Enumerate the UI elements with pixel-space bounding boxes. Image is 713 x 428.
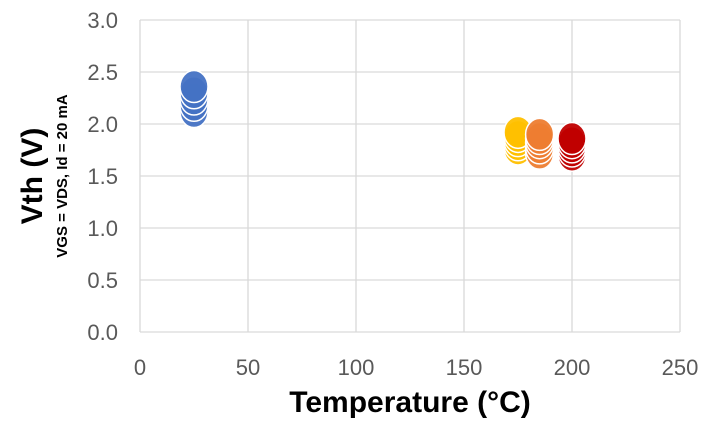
series-200-c [557, 121, 587, 172]
data-points [179, 69, 587, 172]
y-tick-label: 1.0 [87, 216, 118, 241]
y-axis-sublabel: VGS = VDS, Id = 20 mA [54, 94, 71, 258]
y-tick-label: 2.5 [87, 60, 118, 85]
series-25-c [179, 69, 209, 129]
x-tick-label: 50 [236, 355, 260, 380]
y-tick-labels: 0.0 0.5 1.0 1.5 2.0 2.5 3.0 [87, 8, 118, 345]
x-tick-label: 0 [134, 355, 146, 380]
x-tick-labels: 0 50 100 150 200 250 [134, 355, 698, 380]
series-185-c [524, 117, 555, 170]
x-tick-label: 150 [446, 355, 483, 380]
y-tick-label: 0.0 [87, 320, 118, 345]
y-tick-label: 2.0 [87, 112, 118, 137]
y-tick-label: 1.5 [87, 164, 118, 189]
x-tick-label: 250 [662, 355, 699, 380]
data-point [179, 69, 209, 104]
data-point [524, 117, 555, 152]
y-axis-label: Vth (V) [16, 128, 49, 225]
x-tick-label: 200 [554, 355, 591, 380]
x-axis-label: Temperature (°C) [289, 386, 530, 419]
grid-lines [139, 19, 681, 333]
y-tick-label: 3.0 [87, 8, 118, 33]
y-tick-label: 0.5 [87, 268, 118, 293]
x-tick-label: 100 [338, 355, 375, 380]
data-point [557, 121, 587, 156]
